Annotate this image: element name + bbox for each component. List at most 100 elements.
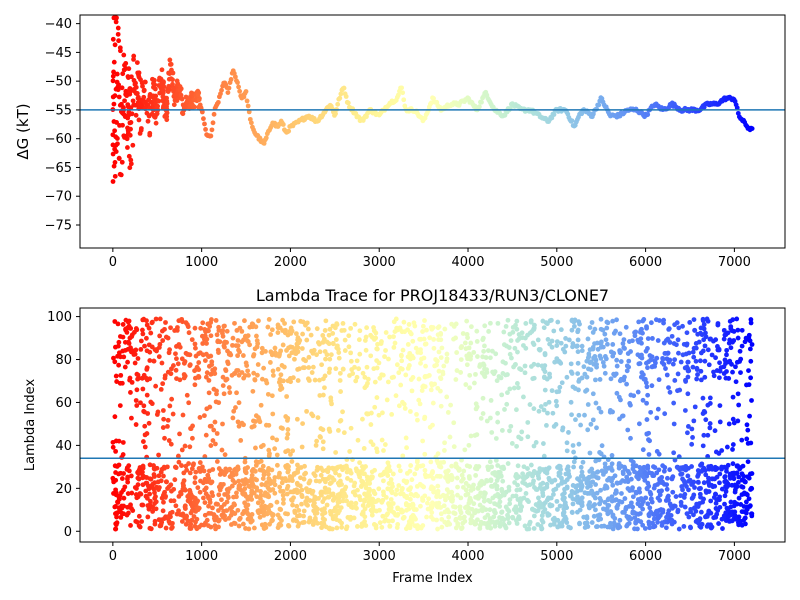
lambda-point	[422, 414, 428, 420]
lambda-point	[733, 485, 739, 490]
lambda-point	[118, 470, 123, 476]
lambda-point	[495, 320, 501, 326]
lambda-point	[402, 406, 408, 411]
lambda-point	[379, 524, 385, 530]
delta-g-point	[122, 98, 127, 104]
lambda-point	[357, 351, 363, 357]
lambda-point	[740, 484, 746, 490]
lambda-point	[151, 358, 157, 364]
lambda-point	[301, 508, 307, 514]
lambda-point	[509, 355, 514, 361]
y-tick-label: 100	[47, 310, 72, 325]
lambda-point	[657, 498, 663, 503]
lambda-point	[419, 483, 425, 489]
delta-g-point	[263, 135, 269, 141]
lambda-point	[283, 478, 289, 484]
lambda-point	[739, 471, 745, 477]
lambda-point	[185, 494, 191, 499]
lambda-point	[322, 328, 328, 333]
lambda-point	[388, 477, 394, 482]
delta-g-y-axis-label: ΔG (kT)	[14, 103, 32, 159]
lambda-point	[444, 471, 449, 476]
lambda-point	[510, 515, 516, 521]
lambda-point	[203, 432, 209, 438]
lambda-point	[303, 470, 309, 476]
lambda-point	[466, 500, 472, 506]
lambda-point	[590, 391, 596, 397]
delta-g-point	[479, 99, 484, 105]
lambda-point	[221, 391, 227, 397]
lambda-point	[153, 506, 159, 512]
lambda-point	[272, 446, 278, 452]
lambda-point	[538, 404, 544, 409]
lambda-point	[477, 525, 483, 531]
lambda-point	[224, 328, 230, 334]
lambda-point	[249, 424, 255, 430]
lambda-point	[591, 513, 597, 519]
lambda-point	[691, 345, 697, 351]
lambda-point	[320, 392, 326, 398]
lambda-point	[466, 442, 472, 448]
lambda-point	[120, 334, 126, 340]
delta-g-point	[177, 87, 183, 93]
lambda-point	[254, 485, 260, 491]
delta-g-point	[116, 155, 122, 161]
lambda-point	[116, 362, 122, 368]
lambda-point	[228, 512, 234, 518]
delta-g-point	[152, 97, 157, 103]
lambda-point	[521, 394, 526, 400]
lambda-point	[298, 475, 303, 481]
lambda-point	[330, 331, 336, 336]
lambda-point	[693, 358, 699, 364]
delta-g-point	[140, 83, 145, 89]
lambda-point	[291, 319, 297, 325]
lambda-point	[356, 337, 362, 343]
lambda-point	[285, 523, 291, 528]
lambda-point	[714, 474, 720, 480]
lambda-point	[408, 514, 414, 520]
lambda-point	[636, 476, 641, 482]
lambda-point	[459, 344, 465, 349]
lambda-point	[727, 475, 733, 481]
lambda-point	[603, 337, 609, 343]
lambda-point	[549, 479, 555, 485]
lambda-point	[439, 524, 445, 530]
lambda-chart-title: Lambda Trace for PROJ18433/RUN3/CLONE7	[256, 286, 609, 305]
lambda-point	[508, 423, 514, 429]
delta-g-point	[126, 66, 132, 72]
lambda-point	[648, 409, 654, 415]
lambda-point	[533, 440, 539, 445]
x-tick-label: 7000	[718, 549, 751, 564]
lambda-point	[554, 389, 560, 395]
lambda-point	[510, 493, 516, 499]
lambda-point	[441, 448, 447, 453]
lambda-point	[578, 464, 584, 470]
lambda-point	[514, 326, 520, 332]
lambda-point	[343, 463, 349, 469]
lambda-point	[220, 330, 225, 336]
lambda-point	[557, 359, 563, 365]
lambda-point	[409, 477, 415, 483]
delta-g-point	[341, 85, 347, 91]
lambda-point	[147, 358, 153, 363]
lambda-point	[446, 489, 452, 495]
lambda-point	[665, 336, 671, 342]
lambda-point	[134, 403, 140, 408]
lambda-point	[379, 437, 385, 443]
lambda-point	[145, 514, 151, 520]
lambda-point	[676, 526, 682, 532]
lambda-point	[416, 397, 422, 403]
lambda-point	[407, 525, 413, 531]
lambda-point	[449, 477, 455, 483]
lambda-point	[284, 394, 290, 399]
lambda-point	[306, 378, 312, 383]
lambda-point	[235, 338, 241, 343]
lambda-point	[745, 427, 751, 433]
lambda-point	[272, 345, 278, 351]
lambda-point	[338, 389, 344, 394]
lambda-point	[645, 501, 651, 507]
lambda-point	[481, 348, 487, 354]
lambda-point	[422, 318, 427, 323]
lambda-point	[228, 352, 234, 358]
delta-g-point	[114, 71, 120, 77]
